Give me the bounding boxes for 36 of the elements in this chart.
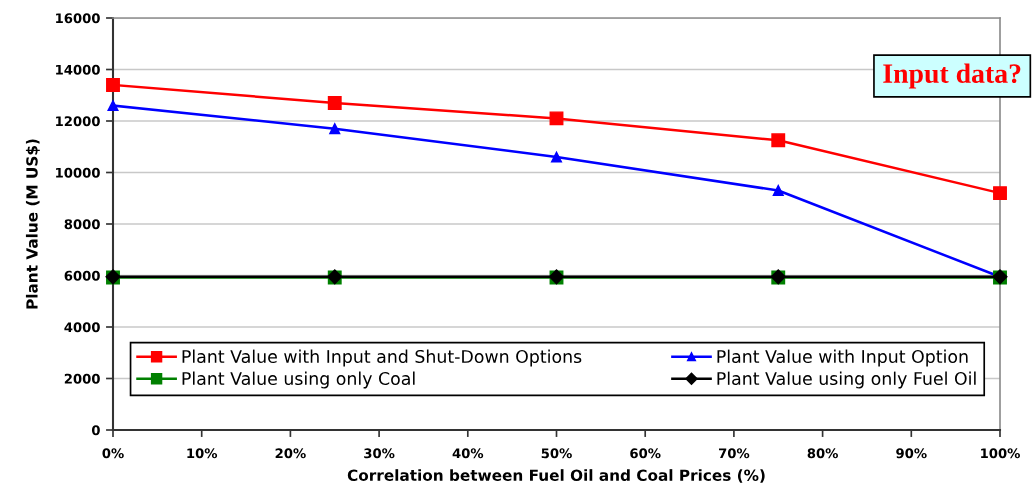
x-tick-label: 50% — [541, 448, 572, 459]
point — [329, 123, 341, 135]
point — [993, 186, 1007, 201]
x-tick-label: 20% — [275, 448, 306, 459]
y-tick-label: 2000 — [64, 373, 100, 384]
x-tick-label: 100% — [981, 448, 1020, 459]
legend-label: Plant Value with Input and Shut-Down Options — [182, 349, 582, 367]
point — [106, 78, 120, 92]
y-tick-label: 14000 — [56, 64, 100, 75]
point — [549, 111, 564, 126]
point — [772, 184, 784, 197]
x-tick-label: 80% — [807, 448, 838, 459]
y-tick-label: 4000 — [64, 322, 100, 333]
annotation: Input data? — [883, 63, 1021, 89]
x-tick-label: 10% — [187, 448, 218, 459]
point — [771, 133, 786, 148]
x-tick-label: 90% — [896, 448, 927, 459]
point — [107, 99, 119, 112]
legend-label: Plant Value using only Fuel Oil — [717, 371, 976, 389]
x-tick-label: 70% — [718, 448, 750, 459]
x-tick-label: 60% — [630, 448, 661, 459]
legend-label: Plant Value using only Coal — [182, 371, 415, 389]
legend-label: Plant Value with Input Option — [717, 349, 968, 367]
x-tick-label: 40% — [452, 448, 484, 459]
y-axis-title: Plant Value (M US$) — [25, 139, 40, 309]
point — [327, 96, 342, 110]
x-axis-title: Correlation between Fuel Oil and Coal Prices (%) — [347, 469, 765, 483]
y-tick-label: 0 — [91, 425, 100, 436]
y-tick-label: 10000 — [56, 167, 100, 178]
y-tick-label: 8000 — [64, 219, 100, 230]
point — [550, 151, 563, 163]
y-tick-label: 16000 — [56, 13, 100, 24]
x-tick-label: 30% — [364, 448, 395, 459]
y-tick-label: 12000 — [56, 116, 100, 127]
y-tick-label: 6000 — [64, 270, 100, 281]
x-tick-label: 0% — [102, 448, 124, 459]
